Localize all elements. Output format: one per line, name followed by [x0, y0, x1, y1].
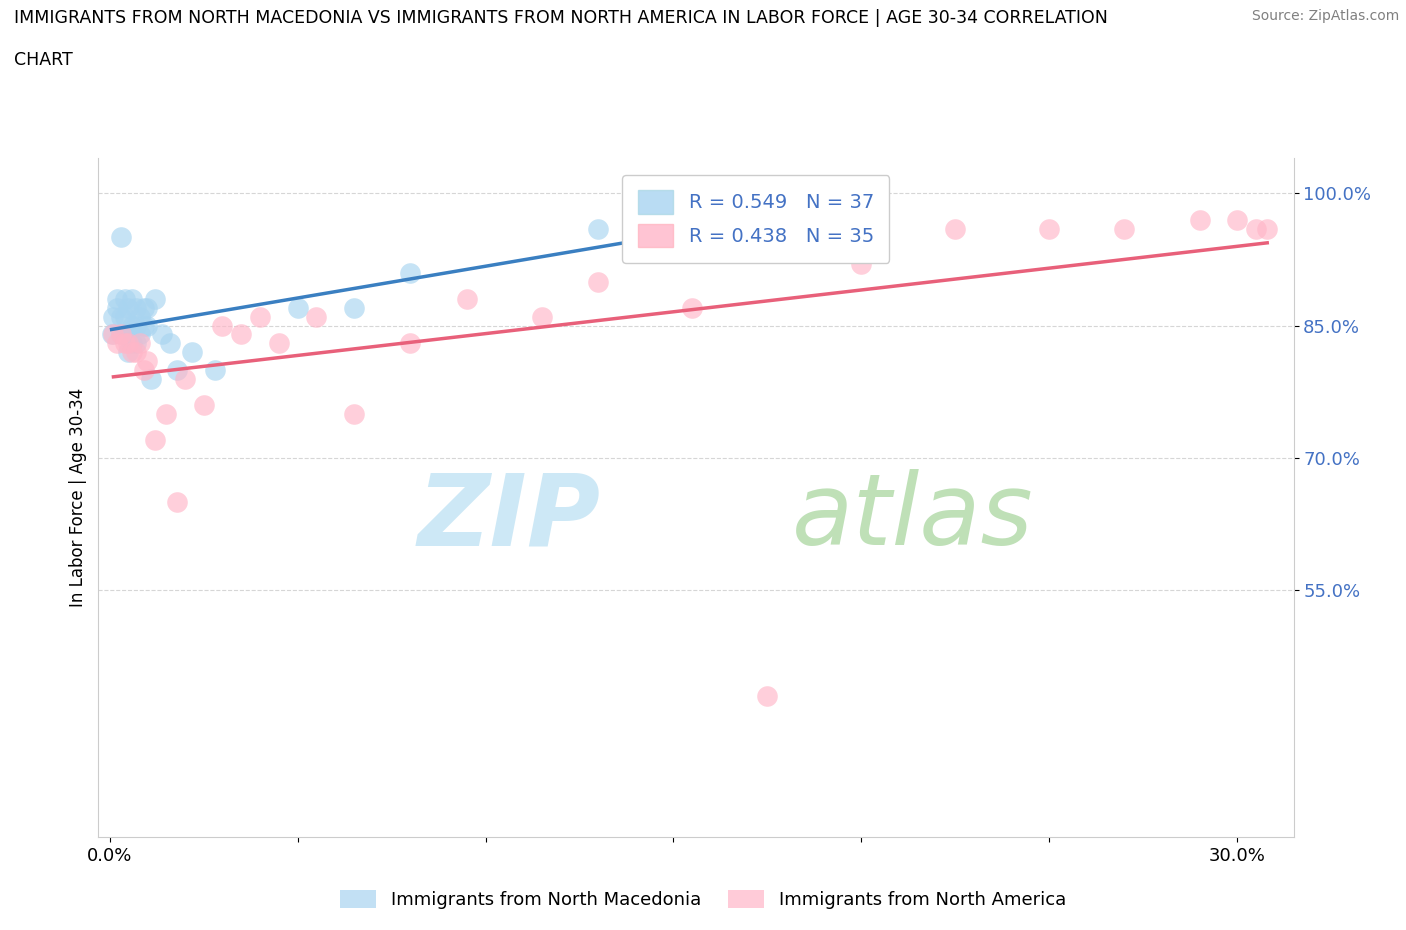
Point — [132, 318, 155, 333]
Point — [121, 345, 143, 360]
Point — [125, 318, 148, 333]
Point — [128, 336, 150, 351]
Point — [943, 221, 966, 236]
Point — [114, 336, 136, 351]
Point — [121, 336, 143, 351]
Point — [166, 495, 188, 510]
Point — [125, 345, 148, 360]
Point — [121, 292, 143, 307]
Point — [1188, 212, 1211, 227]
Point — [181, 345, 204, 360]
Point — [249, 310, 271, 325]
Point — [110, 230, 132, 245]
Point — [105, 336, 128, 351]
Legend: Immigrants from North Macedonia, Immigrants from North America: Immigrants from North Macedonia, Immigra… — [333, 883, 1073, 916]
Text: atlas: atlas — [792, 470, 1033, 566]
Point — [166, 363, 188, 378]
Point — [105, 292, 128, 307]
Point — [103, 310, 125, 325]
Point — [399, 265, 422, 280]
Point — [136, 318, 159, 333]
Point — [305, 310, 328, 325]
Y-axis label: In Labor Force | Age 30-34: In Labor Force | Age 30-34 — [69, 388, 87, 607]
Point — [105, 300, 128, 315]
Text: Source: ZipAtlas.com: Source: ZipAtlas.com — [1251, 9, 1399, 23]
Point — [114, 327, 136, 342]
Point — [588, 221, 610, 236]
Point — [132, 363, 155, 378]
Point — [117, 345, 139, 360]
Point — [139, 371, 162, 386]
Point — [103, 327, 125, 342]
Point — [211, 318, 233, 333]
Point — [150, 327, 173, 342]
Point — [155, 406, 177, 421]
Text: ZIP: ZIP — [418, 470, 600, 566]
Point — [681, 300, 703, 315]
Point — [132, 300, 155, 315]
Point — [125, 336, 148, 351]
Point — [1244, 221, 1267, 236]
Point — [343, 300, 366, 315]
Text: IMMIGRANTS FROM NORTH MACEDONIA VS IMMIGRANTS FROM NORTH AMERICA IN LABOR FORCE : IMMIGRANTS FROM NORTH MACEDONIA VS IMMIG… — [14, 9, 1108, 27]
Point — [110, 310, 132, 325]
Point — [114, 310, 136, 325]
Point — [125, 300, 148, 315]
Point — [110, 327, 132, 342]
Point — [1256, 221, 1278, 236]
Point — [143, 292, 166, 307]
Legend: R = 0.549   N = 37, R = 0.438   N = 35: R = 0.549 N = 37, R = 0.438 N = 35 — [623, 175, 890, 263]
Point — [193, 397, 215, 412]
Point — [851, 257, 873, 272]
Point — [655, 212, 678, 227]
Point — [343, 406, 366, 421]
Text: CHART: CHART — [14, 51, 73, 69]
Point — [456, 292, 478, 307]
Point — [231, 327, 253, 342]
Point — [287, 300, 309, 315]
Point — [204, 363, 226, 378]
Point — [1114, 221, 1136, 236]
Point — [100, 327, 122, 342]
Point — [114, 292, 136, 307]
Point — [143, 432, 166, 447]
Point — [267, 336, 290, 351]
Point — [121, 318, 143, 333]
Point — [588, 274, 610, 289]
Point — [117, 327, 139, 342]
Point — [117, 300, 139, 315]
Point — [173, 371, 195, 386]
Point — [128, 327, 150, 342]
Point — [136, 300, 159, 315]
Point — [530, 310, 553, 325]
Point — [1038, 221, 1060, 236]
Point — [110, 327, 132, 342]
Point — [136, 353, 159, 368]
Point — [399, 336, 422, 351]
Point — [756, 688, 779, 703]
Point — [117, 336, 139, 351]
Point — [159, 336, 181, 351]
Point — [1226, 212, 1249, 227]
Point — [128, 310, 150, 325]
